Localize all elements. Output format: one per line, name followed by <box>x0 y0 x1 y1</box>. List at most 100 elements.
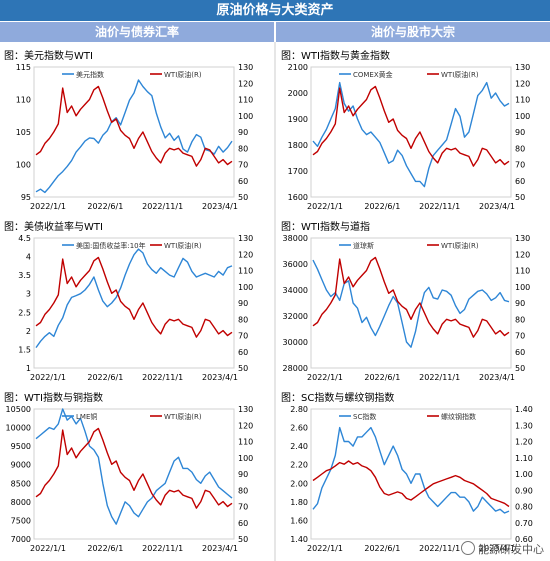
x-tick: 2023/4/1 <box>202 544 238 553</box>
series-line <box>312 256 510 338</box>
y-tick-left: 2 <box>26 327 31 336</box>
y-tick-left: 2.5 <box>18 308 31 317</box>
y-tick-right: 80 <box>515 315 525 324</box>
plot-frame <box>33 408 235 540</box>
legend-label: 美国:国债收益率:10年 <box>76 241 146 250</box>
watermark: 能源研发中心 <box>461 541 544 557</box>
y-tick-right: 70 <box>238 161 248 170</box>
y-tick-left: 2100 <box>288 63 308 72</box>
y-tick-right: 110 <box>238 267 253 276</box>
y-tick-right: 60 <box>238 348 248 357</box>
y-tick-right: 1.20 <box>515 438 533 447</box>
x-tick: 2022/1/1 <box>30 373 66 382</box>
y-tick-left: 1900 <box>288 115 308 124</box>
y-tick-left: 1.60 <box>290 516 308 525</box>
x-tick: 2022/1/1 <box>307 373 343 382</box>
y-tick-left: 110 <box>16 96 31 105</box>
series-line <box>312 426 510 514</box>
legend-label: LME铜 <box>76 412 97 421</box>
y-tick-right: 50 <box>238 364 248 373</box>
x-tick: 2022/1/1 <box>30 544 66 553</box>
y-tick-right: 70 <box>515 332 525 341</box>
y-tick-left: 7000 <box>11 535 31 544</box>
chart-title: 图：WTI指数与道指 <box>281 222 370 233</box>
y-tick-left: 1.5 <box>18 345 31 354</box>
y-tick-right: 90 <box>515 299 525 308</box>
y-tick-left: 1.40 <box>290 535 308 544</box>
chart-svg: 28000 30000 32000 34000 36000 38000 50 60 70 80 90… <box>283 234 531 382</box>
legend-label: 美元指数 <box>76 70 104 79</box>
series-line <box>35 248 233 349</box>
y-tick-right: 70 <box>238 332 248 341</box>
y-tick-left: 8000 <box>11 498 31 507</box>
y-tick-right: 60 <box>515 348 525 357</box>
x-tick: 2022/6/1 <box>87 544 123 553</box>
series-line <box>312 85 510 167</box>
y-tick-right: 120 <box>515 250 530 259</box>
wechat-icon <box>461 541 475 555</box>
x-tick: 2022/11/1 <box>142 373 183 382</box>
y-tick-right: 120 <box>238 250 253 259</box>
y-tick-right: 50 <box>238 193 248 202</box>
y-tick-right: 100 <box>515 112 530 121</box>
legend-label: WTI原油(R) <box>164 70 202 79</box>
plot-frame <box>310 408 512 540</box>
x-tick: 2022/6/1 <box>364 202 400 211</box>
series-line <box>35 427 233 509</box>
y-tick-left: 38000 <box>283 234 308 243</box>
x-tick: 2023/4/1 <box>479 202 515 211</box>
chart-panel-wti-gold: 图：WTI指数与黄金指数 1600 1700 1800 1900 2000 2100 50 6… <box>279 47 547 215</box>
x-tick: 2023/4/1 <box>202 373 238 382</box>
x-tick: 2022/6/1 <box>364 373 400 382</box>
y-tick-right: 50 <box>238 535 248 544</box>
chart-panel-wti-copper: 图：WTI指数与铜指数 7000 7500 8000 8500 9000 9500 1000… <box>2 389 270 557</box>
y-tick-left: 34000 <box>283 286 308 295</box>
chart-title: 图：WTI指数与铜指数 <box>4 393 103 404</box>
y-tick-right: 90 <box>238 128 248 137</box>
y-tick-right: 50 <box>515 193 525 202</box>
chart-panel-wti-dow: 图：WTI指数与道指 28000 30000 32000 34000 36000 3800… <box>279 218 547 386</box>
x-tick: 2023/4/1 <box>202 202 238 211</box>
legend-label: 道琼斯 <box>353 241 374 250</box>
y-tick-left: 9000 <box>11 461 31 470</box>
chart-svg: 7000 7500 8000 8500 9000 9500 10000 10500 50 60 70… <box>6 405 254 553</box>
y-tick-left: 2000 <box>288 89 308 98</box>
y-tick-left: 1600 <box>288 193 308 202</box>
y-tick-left: 32000 <box>283 312 308 321</box>
y-tick-right: 100 <box>515 283 530 292</box>
plot-frame <box>33 66 235 198</box>
legend-label: WTI原油(R) <box>164 241 202 250</box>
plot-frame <box>310 66 512 198</box>
y-tick-left: 2.40 <box>290 442 308 451</box>
x-tick: 2022/11/1 <box>419 544 460 553</box>
y-tick-right: 90 <box>515 128 525 137</box>
series-line <box>35 79 233 194</box>
y-tick-right: 110 <box>238 438 253 447</box>
y-tick-left: 10000 <box>6 424 31 433</box>
y-tick-left: 2.00 <box>290 479 308 488</box>
x-tick: 2023/4/1 <box>479 544 515 553</box>
y-tick-right: 1.10 <box>515 454 533 463</box>
plot-frame <box>33 237 235 369</box>
x-tick: 2022/11/1 <box>142 202 183 211</box>
y-tick-left: 9500 <box>11 442 31 451</box>
y-tick-left: 10500 <box>6 405 31 414</box>
y-tick-right: 80 <box>238 315 248 324</box>
y-tick-right: 50 <box>515 364 525 373</box>
y-tick-right: 60 <box>515 177 525 186</box>
x-tick: 2022/6/1 <box>364 544 400 553</box>
y-tick-right: 100 <box>238 112 253 121</box>
series-line <box>35 256 233 338</box>
x-tick: 2022/6/1 <box>87 373 123 382</box>
y-tick-right: 110 <box>515 267 530 276</box>
y-tick-right: 130 <box>515 63 530 72</box>
x-tick: 2022/1/1 <box>307 202 343 211</box>
y-tick-right: 0.80 <box>515 503 533 512</box>
x-tick: 2022/11/1 <box>419 202 460 211</box>
x-tick: 2022/11/1 <box>419 373 460 382</box>
y-tick-right: 90 <box>238 299 248 308</box>
y-tick-right: 80 <box>238 144 248 153</box>
y-tick-left: 95 <box>21 193 31 202</box>
chart-title: 图：美元指数与WTI <box>4 51 93 62</box>
legend-label: COMEX黄金 <box>353 70 393 79</box>
